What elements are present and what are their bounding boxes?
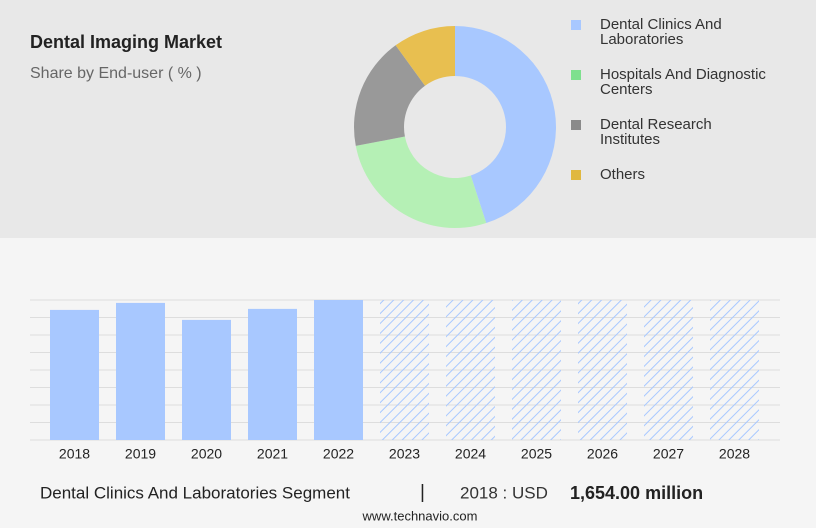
legend-swatch	[571, 120, 581, 130]
bar	[248, 308, 297, 440]
bar	[116, 302, 165, 440]
legend-label: Hospitals And Diagnostic Centers	[600, 66, 766, 98]
forecast-placeholder	[446, 300, 495, 440]
legend-label: Dental Clinics And Laboratories	[600, 16, 722, 48]
donut-slice	[395, 26, 455, 86]
forecast-placeholder	[710, 300, 759, 440]
x-tick-label: 2026	[587, 446, 618, 462]
x-tick-label: 2023	[389, 446, 420, 462]
x-tick-label: 2028	[719, 446, 750, 462]
donut-slice	[354, 45, 426, 146]
x-tick-label: 2021	[257, 446, 288, 462]
chart-title: Dental Imaging Market	[30, 32, 222, 52]
donut-slice	[355, 136, 487, 228]
chart-subtitle: Share by End-user ( % )	[30, 65, 202, 82]
x-tick-label: 2022	[323, 446, 354, 462]
footer-source: www.technavio.com	[362, 508, 478, 523]
forecast-placeholder	[512, 300, 561, 440]
x-tick-label: 2027	[653, 446, 684, 462]
legend-label: Dental Research Institutes	[600, 116, 712, 148]
bar	[182, 319, 231, 440]
x-tick-label: 2018	[59, 446, 90, 462]
x-tick-label: 2024	[455, 446, 486, 462]
legend-swatch	[571, 70, 581, 80]
x-tick-label: 2019	[125, 446, 156, 462]
x-tick-label: 2020	[191, 446, 222, 462]
bar	[50, 309, 99, 440]
footer-segment: Dental Clinics And Laboratories Segment	[40, 483, 350, 502]
x-tick-label: 2025	[521, 446, 552, 462]
legend-swatch	[571, 170, 581, 180]
footer-separator: |	[420, 482, 425, 503]
legend-swatch	[571, 20, 581, 30]
bar	[314, 300, 363, 440]
donut-slice	[455, 26, 556, 224]
footer-year: 2018 : USD	[460, 483, 548, 502]
forecast-placeholder	[578, 300, 627, 440]
forecast-placeholder	[644, 300, 693, 440]
legend-label: Others	[600, 166, 646, 183]
footer-value: 1,654.00 million	[570, 483, 703, 503]
forecast-placeholder	[380, 300, 429, 440]
